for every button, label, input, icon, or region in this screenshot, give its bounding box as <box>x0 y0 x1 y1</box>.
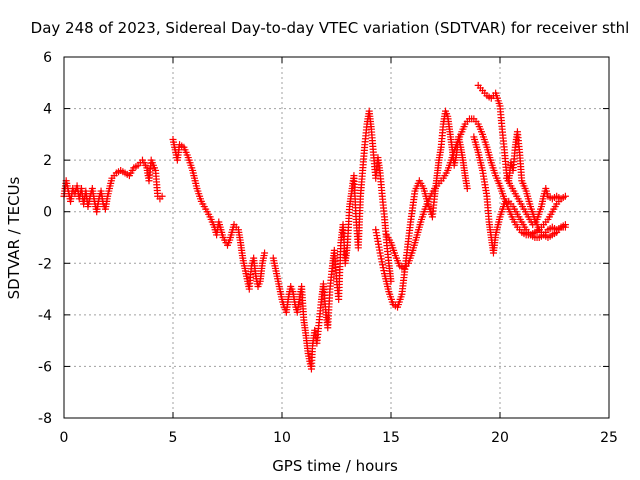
data-point <box>377 252 385 260</box>
tick-layer: 0 5 10 15 20 25 -8 -6 -4 -2 0 2 4 6 <box>38 50 618 446</box>
y-tick-label: -6 <box>38 359 52 375</box>
y-tick-label: 2 <box>43 153 52 169</box>
x-tick-label: 0 <box>60 430 69 446</box>
data-point <box>379 264 387 272</box>
y-tick-label: 0 <box>43 205 52 221</box>
x-tick-label: 20 <box>491 430 509 446</box>
y-tick-label: -4 <box>38 308 52 324</box>
data-point <box>376 249 384 257</box>
data-point <box>561 192 569 200</box>
grid-layer <box>64 57 609 418</box>
data-point <box>379 261 387 269</box>
chart-title: Day 248 of 2023, Sidereal Day-to-day VTE… <box>31 19 630 37</box>
data-points-layer <box>60 81 569 373</box>
data-point <box>261 249 269 257</box>
data-point <box>378 258 386 266</box>
data-point <box>380 267 388 275</box>
data-point <box>158 192 166 200</box>
data-point <box>377 255 385 263</box>
data-point <box>463 185 471 193</box>
plot-frame <box>63 56 610 419</box>
y-axis-label: SDTVAR / TECUs <box>5 176 23 299</box>
y-tick-label: -8 <box>38 411 52 427</box>
y-tick-label: 4 <box>43 102 52 118</box>
x-tick-label: 15 <box>382 430 400 446</box>
x-tick-label: 10 <box>273 430 291 446</box>
data-point <box>561 221 569 229</box>
y-tick-label: 6 <box>43 50 52 66</box>
x-tick-label: 5 <box>169 430 178 446</box>
x-axis-label: GPS time / hours <box>272 457 398 475</box>
y-tick-label: -2 <box>38 256 52 272</box>
x-tick-label: 25 <box>600 430 618 446</box>
